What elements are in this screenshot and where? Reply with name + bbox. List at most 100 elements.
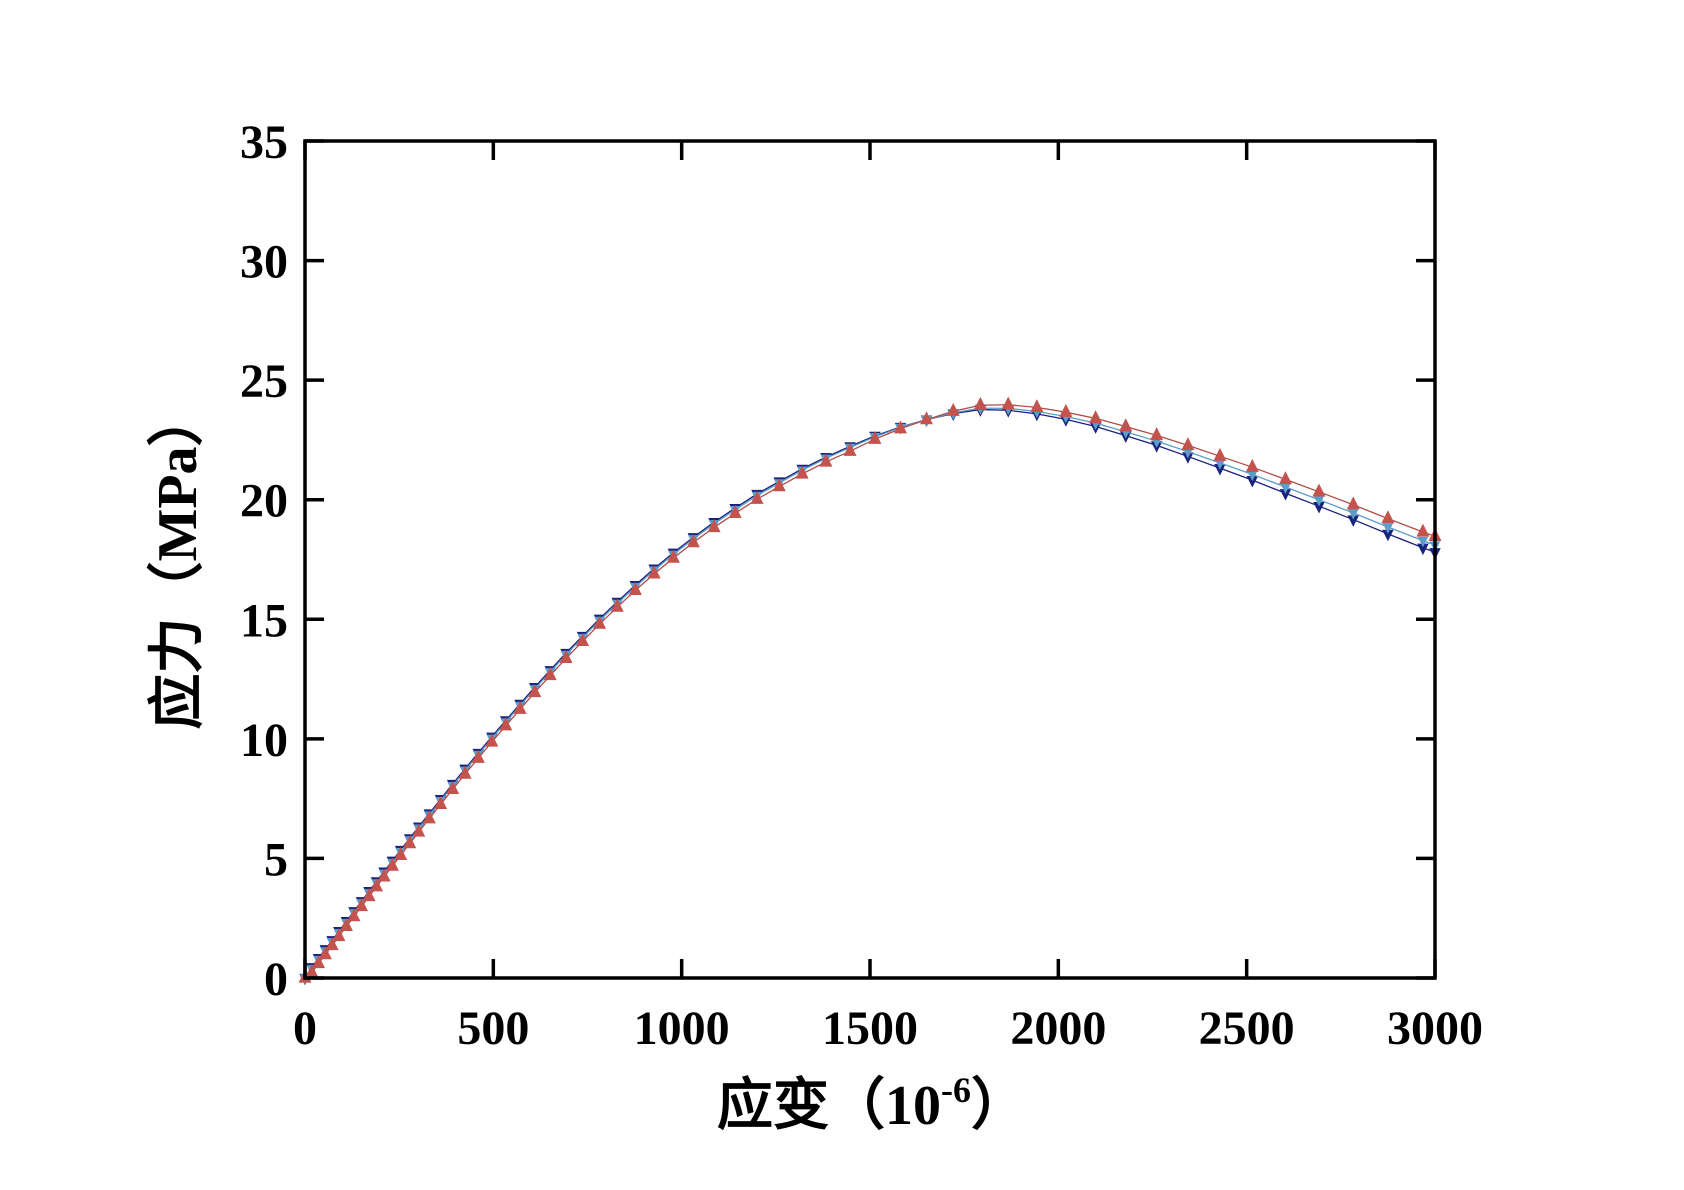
data-point-marker bbox=[576, 632, 590, 646]
data-point-marker bbox=[1089, 410, 1103, 424]
y-tick-label: 35 bbox=[240, 116, 288, 169]
tick-labels: 0 500 1000 1500 2000 2500 3000 0 5 10 15 20 25 30 35 bbox=[240, 116, 1483, 1055]
y-tick-label: 20 bbox=[240, 475, 288, 528]
y-tick-label: 5 bbox=[264, 833, 288, 886]
data-point-marker bbox=[1214, 459, 1226, 470]
data-point-marker bbox=[946, 402, 960, 416]
series-red-up-triangles bbox=[298, 396, 1442, 983]
x-tick-label: 3000 bbox=[1387, 1002, 1483, 1055]
x-axis-exponent: -6 bbox=[941, 1070, 971, 1110]
data-point-marker bbox=[528, 684, 542, 698]
series-line-navy-down-triangles bbox=[304, 408, 1436, 979]
y-tick-label: 25 bbox=[240, 355, 288, 408]
data-point-marker bbox=[1119, 418, 1133, 432]
data-point-marker bbox=[347, 908, 361, 922]
data-point-marker bbox=[1416, 523, 1430, 537]
data-point-marker bbox=[843, 442, 857, 456]
data-point-marker bbox=[894, 420, 908, 434]
data-point-marker bbox=[1278, 471, 1292, 485]
data-point-marker bbox=[1150, 427, 1164, 441]
data-point-marker bbox=[1313, 495, 1325, 507]
data-point-marker bbox=[1245, 458, 1259, 472]
y-axis-label: 应力（MPa） bbox=[147, 390, 209, 730]
data-point-marker bbox=[795, 465, 809, 479]
data-point-marker bbox=[920, 411, 933, 425]
data-point-marker bbox=[973, 396, 987, 410]
x-tick-label: 500 bbox=[457, 1002, 529, 1055]
series-line-lightblue-down-triangles bbox=[304, 407, 1436, 979]
axis-ticks bbox=[303, 139, 1437, 980]
data-point-marker bbox=[312, 955, 326, 969]
data-point-marker bbox=[707, 519, 721, 533]
data-point-marker bbox=[1382, 523, 1394, 534]
data-point-marker bbox=[1182, 447, 1194, 459]
y-tick-label: 15 bbox=[240, 594, 288, 647]
plot-frame bbox=[303, 139, 1437, 980]
data-point-marker bbox=[1346, 496, 1360, 510]
data-point-marker bbox=[403, 835, 417, 849]
data-point-marker bbox=[332, 928, 346, 942]
data-point-marker bbox=[1417, 543, 1429, 556]
data-point-marker bbox=[422, 810, 436, 824]
series-markers-lightblue-down-triangles bbox=[299, 404, 1441, 985]
data-point-marker bbox=[647, 565, 661, 579]
data-point-marker bbox=[1030, 399, 1044, 413]
data-point-marker bbox=[434, 796, 448, 810]
data-point-marker bbox=[1213, 447, 1227, 461]
data-point-marker bbox=[628, 582, 642, 596]
data-point-marker bbox=[318, 946, 332, 960]
data-point-marker bbox=[1059, 403, 1073, 417]
data-point-marker bbox=[471, 749, 485, 763]
data-point-marker bbox=[1280, 483, 1291, 494]
x-tick-label: 2000 bbox=[1010, 1002, 1106, 1055]
series-markers-red-up-triangles bbox=[298, 396, 1442, 983]
data-point-marker bbox=[819, 453, 833, 467]
data-point-marker bbox=[499, 717, 513, 731]
data-point-marker bbox=[362, 888, 376, 902]
series-navy-down-triangles bbox=[299, 405, 1441, 986]
data-point-marker bbox=[370, 878, 384, 892]
data-point-marker bbox=[1382, 529, 1394, 542]
data-point-marker bbox=[1246, 475, 1259, 488]
x-tick-label: 1000 bbox=[634, 1002, 730, 1055]
y-tick-label: 0 bbox=[264, 953, 288, 1006]
data-point-marker bbox=[610, 598, 624, 612]
data-point-marker bbox=[1313, 502, 1325, 514]
x-tick-label: 0 bbox=[293, 1002, 317, 1055]
data-point-marker bbox=[1348, 509, 1359, 520]
y-tick-label: 10 bbox=[240, 714, 288, 767]
data-point-marker bbox=[868, 430, 882, 444]
series-markers-navy-down-triangles bbox=[299, 405, 1441, 986]
data-point-marker bbox=[686, 534, 700, 548]
data-point-marker bbox=[412, 823, 426, 837]
x-tick-label: 2500 bbox=[1199, 1002, 1295, 1055]
data-point-marker bbox=[305, 964, 319, 978]
data-point-marker bbox=[325, 937, 339, 951]
data-point-marker bbox=[1247, 470, 1258, 482]
data-point-marker bbox=[1381, 510, 1395, 524]
data-point-marker bbox=[1001, 396, 1015, 410]
data-point-marker bbox=[1312, 483, 1326, 497]
y-tick-label: 30 bbox=[240, 236, 288, 289]
data-point-marker bbox=[1279, 489, 1292, 501]
data-point-marker bbox=[339, 918, 353, 932]
x-axis-label-text: 应变（10 bbox=[717, 1075, 941, 1137]
data-point-marker bbox=[1181, 437, 1195, 451]
data-point-marker bbox=[559, 649, 573, 663]
data-point-marker bbox=[1214, 464, 1226, 476]
series-line-red-up-triangles bbox=[304, 404, 1436, 979]
data-point-marker bbox=[446, 780, 460, 794]
data-point-marker bbox=[666, 549, 680, 563]
data-point-marker bbox=[458, 765, 472, 779]
data-point-marker bbox=[543, 667, 557, 681]
data-point-marker bbox=[355, 898, 368, 912]
x-axis-label: 应变（10-6） bbox=[717, 1072, 1027, 1134]
data-point-marker bbox=[750, 490, 764, 504]
data-point-marker bbox=[772, 478, 786, 492]
data-point-marker bbox=[1347, 515, 1360, 527]
data-point-marker bbox=[513, 700, 527, 714]
data-point-marker bbox=[385, 857, 399, 871]
data-point-marker bbox=[1417, 536, 1429, 548]
